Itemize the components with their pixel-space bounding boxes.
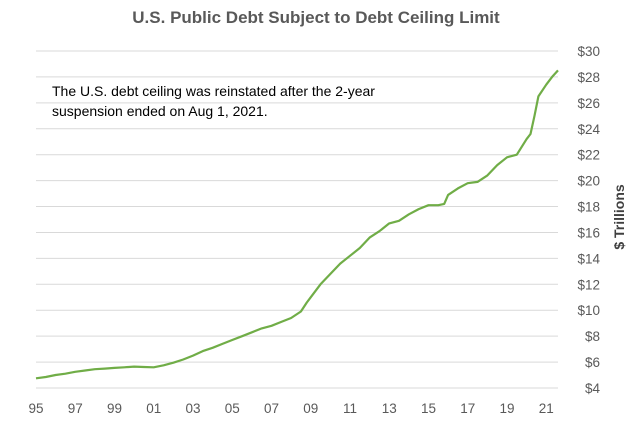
y-tick-label: $26 [577, 96, 600, 111]
x-tick-label: 01 [146, 401, 161, 416]
y-tick-label: $14 [577, 251, 600, 266]
debt-series-line [35, 69, 559, 380]
gridlines [36, 50, 558, 363]
x-tick-label: 03 [185, 401, 200, 416]
y-tick-label: $22 [577, 148, 600, 163]
y-tick-label: $6 [585, 355, 600, 370]
x-tick-label: 07 [264, 401, 279, 416]
x-tick-label: 19 [499, 401, 514, 416]
x-tick-label: 09 [303, 401, 318, 416]
x-tick-label: 05 [225, 401, 240, 416]
y-tick-label: $28 [577, 70, 600, 85]
x-tick-label: 17 [460, 401, 475, 416]
y-tick-labels: $4 $6 $8 $10 $12 $14 $16 $18 $20 $22 $24 $26 $28 $30 [577, 44, 600, 396]
x-tick-label: 15 [421, 401, 436, 416]
x-tick-label: 13 [382, 401, 397, 416]
y-tick-label: $12 [577, 277, 600, 292]
x-tick-label: 99 [107, 401, 122, 416]
annotation-line-1: The U.S. debt ceiling was reinstated aft… [52, 83, 375, 99]
x-tick-label: 95 [28, 401, 43, 416]
y-tick-label: $30 [577, 44, 600, 59]
y-tick-label: $24 [577, 122, 600, 137]
y-tick-label: $10 [577, 303, 600, 318]
y-axis-label: $ Trillions [611, 184, 627, 250]
chart-title: U.S. Public Debt Subject to Debt Ceiling… [132, 8, 500, 27]
annotation-line-2: suspension ended on Aug 1, 2021. [52, 103, 268, 119]
y-tick-label: $18 [577, 200, 600, 215]
y-tick-label: $16 [577, 225, 600, 240]
x-tick-label: 21 [539, 401, 554, 416]
y-tick-label: $8 [585, 329, 600, 344]
y-tick-label: $20 [577, 174, 600, 189]
x-tick-label: 11 [343, 401, 357, 416]
x-tick-label: 97 [68, 401, 83, 416]
x-tick-labels: 95 97 99 01 03 05 07 09 11 13 15 17 19 21 [28, 401, 553, 416]
y-tick-label: $4 [585, 381, 601, 396]
